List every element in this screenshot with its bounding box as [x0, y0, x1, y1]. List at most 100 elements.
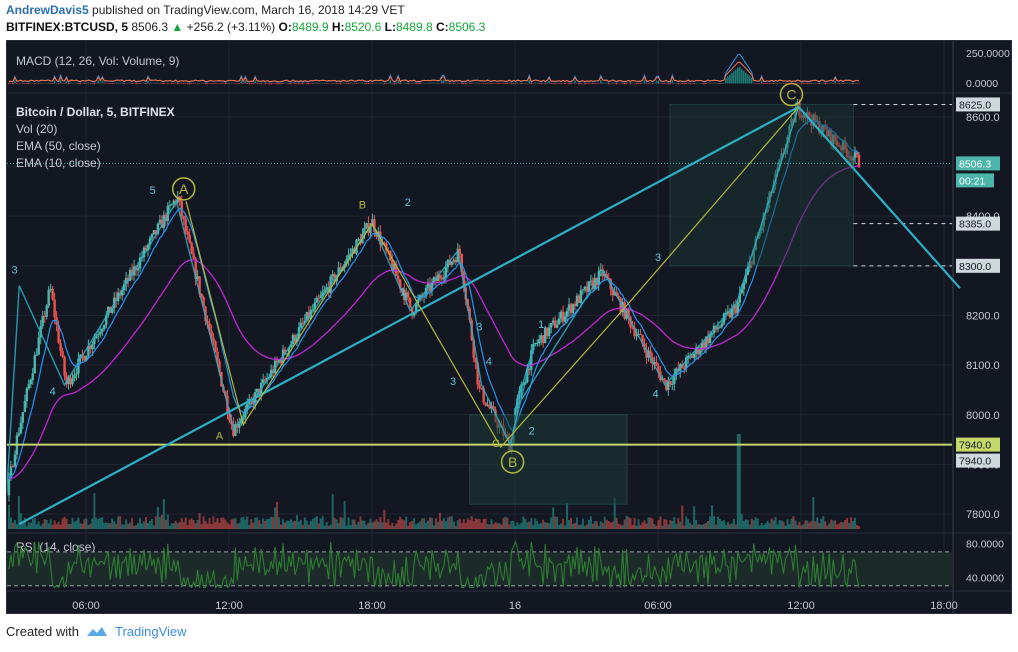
macd-histogram-bar — [121, 82, 123, 84]
macd-histogram-bar — [81, 82, 84, 84]
macd-histogram-bar — [804, 83, 807, 84]
macd-histogram-bar — [347, 83, 350, 84]
macd-histogram-bar — [486, 82, 489, 84]
macd-histogram-bar — [488, 83, 491, 84]
macd-histogram-bar — [661, 83, 664, 85]
macd-histogram-bar — [248, 83, 251, 85]
macd-histogram-bar — [314, 82, 316, 84]
volume-bar — [222, 517, 225, 529]
volume-bar — [180, 517, 183, 529]
author-link[interactable]: AndrewDavis5 — [6, 3, 89, 17]
macd-histogram-bar — [530, 83, 533, 85]
volume-bar — [53, 520, 56, 529]
volume-bar — [351, 519, 354, 529]
volume-bar — [695, 519, 698, 529]
macd-histogram-bar — [830, 82, 832, 84]
candle-body — [238, 423, 241, 428]
wave-label: 3 — [655, 252, 661, 264]
macd-histogram-bar — [627, 82, 630, 84]
candle-body — [538, 339, 541, 344]
macd-histogram-bar — [566, 83, 568, 84]
macd-histogram-bar — [127, 82, 129, 84]
trend-line — [18, 105, 800, 526]
volume-bar — [544, 522, 547, 529]
chart-frame[interactable]: 8600.08500.08400.08300.08200.08100.08000… — [6, 40, 1012, 614]
chart-canvas[interactable]: 8600.08500.08400.08300.08200.08100.08000… — [7, 41, 1011, 613]
volume-bar — [603, 516, 606, 529]
macd-histogram-bar — [325, 83, 328, 84]
macd-histogram-bar — [460, 83, 463, 85]
candle-body — [762, 213, 765, 227]
volume-bar — [168, 525, 171, 529]
macd-histogram-bar — [812, 82, 815, 84]
candle-body — [528, 368, 531, 371]
macd-histogram-bar — [230, 82, 233, 84]
low-label: L: — [384, 20, 396, 34]
macd-histogram-bar — [522, 82, 525, 84]
volume-bar — [33, 518, 36, 529]
macd-histogram-bar — [208, 83, 211, 84]
volume-bar — [746, 519, 749, 529]
ema-50-line — [8, 165, 860, 480]
macd-histogram-bar — [12, 83, 14, 85]
price-axis-label: 8385.0 — [959, 219, 991, 231]
volume-bar — [258, 520, 261, 529]
macd-histogram-bar — [441, 80, 443, 84]
volume-bar — [748, 524, 751, 529]
macd-histogram-bar — [397, 79, 400, 84]
volume-bar — [466, 518, 469, 529]
tradingview-link[interactable]: TradingView — [114, 624, 187, 639]
candle-body — [551, 320, 555, 324]
candle-body — [41, 315, 44, 326]
candle-body — [565, 310, 569, 317]
volume-bar — [736, 434, 739, 529]
macd-histogram-bar — [592, 83, 594, 85]
candle-body — [478, 384, 481, 389]
candle-body — [438, 275, 442, 279]
volume-bar — [23, 517, 26, 529]
macd-histogram-bar — [280, 83, 282, 85]
volume-bar — [313, 517, 316, 529]
macd-histogram-bar — [296, 83, 298, 84]
macd-histogram-bar — [222, 83, 225, 84]
volume-bar — [77, 517, 80, 529]
macd-histogram-bar — [184, 83, 187, 84]
volume-bar — [607, 521, 610, 529]
volume-bar — [123, 524, 126, 529]
volume-bar — [617, 523, 620, 529]
volume-bar — [369, 518, 372, 529]
macd-histogram-bar — [457, 83, 459, 84]
volume-bar — [562, 518, 565, 529]
candle-body — [47, 289, 50, 306]
macd-histogram-bar — [671, 79, 674, 84]
macd-histogram-bar — [204, 83, 207, 85]
macd-histogram-bar — [607, 83, 610, 85]
symbol: BITFINEX:BTCUSD, 5 — [6, 20, 129, 34]
created-with-text: Created with — [6, 624, 79, 639]
volume-bar — [480, 523, 483, 529]
candle-body — [180, 200, 183, 217]
macd-histogram-bar — [470, 83, 473, 84]
volume-bar — [538, 524, 541, 529]
y-tick-label: 8600.0 — [966, 112, 1000, 124]
macd-histogram-bar — [117, 82, 119, 84]
macd-histogram-bar — [737, 67, 739, 84]
volume-bar — [520, 522, 523, 529]
volume-bar — [506, 517, 509, 529]
volume-bar — [19, 513, 22, 529]
candle-body — [53, 299, 56, 318]
volume-bar — [709, 516, 712, 529]
price-axis-label: 7940.0 — [959, 456, 991, 468]
candle-body — [363, 227, 366, 234]
wave-label: 2 — [529, 426, 535, 438]
volume-bar — [752, 520, 755, 529]
volume-bar — [375, 519, 378, 529]
candle-body — [613, 292, 616, 296]
macd-histogram-bar — [480, 83, 483, 84]
candle-body — [802, 115, 805, 118]
candle-body — [242, 417, 245, 420]
volume-bar — [667, 524, 670, 529]
candle-body — [414, 303, 418, 313]
macd-histogram-bar — [512, 82, 515, 84]
macd-histogram-bar — [417, 83, 419, 85]
